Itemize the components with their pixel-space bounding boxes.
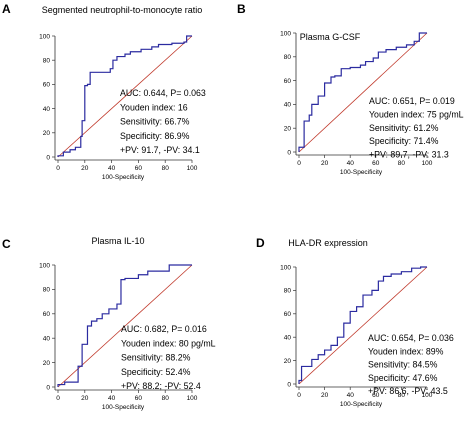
x-tick-label: 20	[81, 395, 89, 402]
y-tick-label: 80	[43, 287, 51, 294]
stat-annotation: Sensitivity: 61.2%	[369, 123, 439, 133]
y-tick-label: 60	[43, 311, 51, 318]
y-tick-label: 40	[43, 106, 51, 113]
stat-annotation: AUC: 0.651, P= 0.019	[369, 96, 455, 106]
x-tick-label: 100	[422, 392, 433, 399]
y-tick-label: 80	[284, 288, 292, 295]
y-tick-label: 20	[43, 360, 51, 367]
x-tick-label: 80	[162, 165, 170, 172]
panel-letter: C	[2, 237, 11, 251]
x-tick-label: 100	[187, 395, 198, 402]
x-tick-label: 80	[162, 395, 170, 402]
reference-diagonal-line	[298, 32, 428, 153]
x-axis-label: 100-Specificity	[340, 401, 383, 408]
x-tick-label: 40	[108, 395, 116, 402]
y-tick-label: 40	[284, 102, 292, 109]
panel-letter: A	[2, 2, 11, 16]
chart-panel-d: D HLA-DR expression 00 20 20 40 40 60 60 80 80 100 1…	[256, 236, 454, 408]
y-tick-label: 20	[284, 358, 292, 365]
y-tick-label: 60	[284, 311, 292, 318]
stat-annotation: +PV: 89.7, -PV: 31.3	[369, 150, 449, 160]
x-axis-label: 100-Specificity	[102, 404, 145, 411]
y-tick-label: 60	[43, 82, 51, 89]
stat-annotation: Specificity: 47.6%	[368, 373, 438, 383]
y-tick-label: 0	[46, 154, 50, 161]
roc-curve	[298, 266, 427, 384]
x-tick-label: 20	[321, 160, 329, 167]
x-tick-label: 40	[347, 160, 355, 167]
stat-annotation: AUC: 0.654, P= 0.036	[368, 333, 454, 343]
stat-annotation: +PV: 91.7, -PV: 34.1	[120, 145, 200, 155]
y-tick-label: 40	[284, 335, 292, 342]
roc-curve	[57, 264, 192, 387]
y-tick-label: 20	[284, 126, 292, 133]
x-tick-label: 20	[321, 392, 329, 399]
panel-letter: D	[256, 236, 265, 250]
chart-panel-c: C Plasma IL-10 00 20 20 40 40 60 60 80 80 100 100 100…	[2, 236, 216, 411]
x-tick-label: 80	[398, 160, 406, 167]
x-tick-label: 0	[56, 395, 60, 402]
stat-annotation: +PV: 88.2; -PV: 52.4	[121, 381, 201, 391]
stat-annotation: Youden index: 89%	[368, 346, 444, 356]
stat-annotation: +PV: 86.6, -PV: 43.5	[368, 386, 448, 396]
chart-title: Plasma G-CSF	[300, 32, 361, 42]
y-tick-label: 100	[39, 262, 50, 269]
x-tick-label: 0	[297, 392, 301, 399]
chart-panel-a: A Segmented neutrophil-to-monocyte ratio 0…	[2, 2, 206, 181]
x-tick-label: 80	[398, 392, 406, 399]
stat-annotation: AUC: 0.682, P= 0.016	[121, 324, 207, 334]
stat-annotation: Sensitivity: 88.2%	[121, 353, 191, 363]
chart-title: HLA-DR expression	[288, 238, 368, 248]
x-axis-label: 100-Specificity	[340, 169, 383, 176]
panel-letter: B	[237, 2, 246, 16]
y-tick-label: 20	[43, 130, 51, 137]
x-axis-label: 100-Specificity	[102, 174, 145, 181]
x-tick-label: 100	[187, 165, 198, 172]
x-tick-label: 100	[422, 160, 433, 167]
stat-annotation: Sensitivity: 66.7%	[120, 117, 190, 127]
stat-annotation: Specificity: 71.4%	[369, 136, 439, 146]
y-tick-label: 0	[46, 384, 50, 391]
y-tick-label: 0	[287, 149, 291, 156]
stat-annotation: Youden index: 75 pg/mL	[369, 109, 464, 119]
x-tick-label: 60	[135, 395, 143, 402]
stat-annotation: Youden index: 80 pg/mL	[121, 338, 216, 348]
chart-title: Plasma IL-10	[91, 236, 144, 246]
stat-annotation: Specificity: 86.9%	[120, 131, 190, 141]
x-tick-label: 0	[297, 160, 301, 167]
stat-annotation: Specificity: 52.4%	[121, 367, 191, 377]
y-tick-label: 40	[43, 336, 51, 343]
x-tick-label: 40	[347, 392, 355, 399]
stat-annotation: Youden index: 16	[120, 102, 188, 112]
x-tick-label: 60	[135, 165, 143, 172]
y-tick-label: 100	[280, 30, 291, 37]
x-tick-label: 60	[372, 392, 380, 399]
stat-annotation: Sensitivity: 84.5%	[368, 360, 438, 370]
y-tick-label: 0	[287, 381, 291, 388]
chart-panel-b: B Plasma G-CSF 00 20 20 40 40 60 60 80 80 100 100 100…	[237, 2, 464, 176]
chart-title: Segmented neutrophil-to-monocyte ratio	[42, 5, 203, 15]
reference-diagonal-line	[298, 266, 428, 385]
x-tick-label: 20	[81, 165, 89, 172]
x-tick-label: 40	[108, 165, 116, 172]
y-tick-label: 100	[39, 33, 50, 40]
roc-curve	[298, 32, 427, 152]
y-tick-label: 100	[280, 264, 291, 271]
roc-curve	[57, 35, 192, 157]
stat-annotation: AUC: 0.644, P= 0.063	[120, 88, 206, 98]
x-tick-label: 0	[56, 165, 60, 172]
y-tick-label: 80	[284, 54, 292, 61]
y-tick-label: 60	[284, 78, 292, 85]
y-tick-label: 80	[43, 58, 51, 65]
x-tick-label: 60	[372, 160, 380, 167]
